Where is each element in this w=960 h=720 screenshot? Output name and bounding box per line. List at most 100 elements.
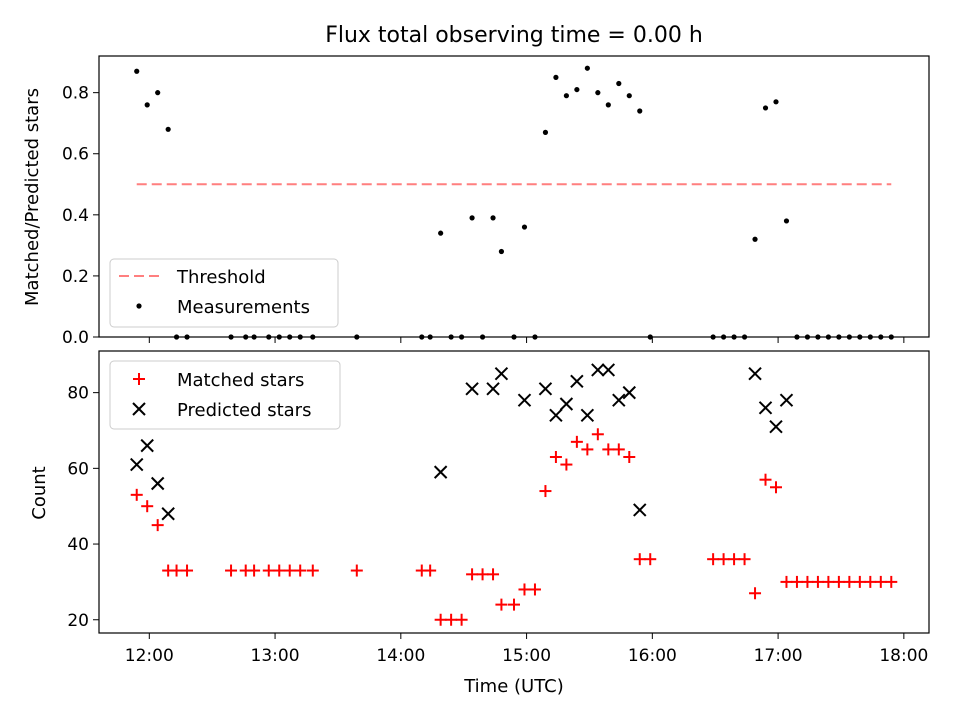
bottom-y-tick-label: 60 <box>67 459 89 479</box>
predicted-stars-point <box>633 503 647 517</box>
matched-stars-point <box>874 575 887 588</box>
bottom-legend: Matched stars Predicted stars <box>109 360 341 430</box>
matched-stars-point <box>130 488 143 501</box>
matched-stars-point <box>822 575 835 588</box>
matched-stars-point <box>151 519 164 532</box>
matched-stars-point <box>434 613 447 626</box>
matched-stars-point <box>248 564 261 577</box>
measurement-point <box>752 236 758 242</box>
legend-measurements-swatch <box>136 303 142 309</box>
measurement-point <box>595 90 601 96</box>
matched-stars-point <box>717 553 730 566</box>
matched-stars-point <box>749 587 762 600</box>
matched-stars-point <box>853 575 866 588</box>
matched-stars-point <box>273 564 286 577</box>
matched-stars-point <box>294 564 307 577</box>
matched-stars-point <box>790 575 803 588</box>
matched-stars-point <box>518 583 531 596</box>
count-panel: Count Time (UTC) 20 40 60 80 12:00 13:00 14:00… <box>29 350 930 697</box>
x-tick-label: 12:00 <box>125 646 174 666</box>
matched-stars-point <box>728 553 741 566</box>
top-axis-ticks: 0.0 0.2 0.4 0.6 0.8 <box>62 84 905 348</box>
predicted-stars-point <box>161 507 175 521</box>
legend-matched-label: Matched stars <box>177 370 304 391</box>
matched-stars-point <box>560 458 573 471</box>
predicted-stars-point <box>758 401 773 415</box>
matched-stars-point <box>495 598 508 611</box>
predicted-stars-point <box>130 457 144 472</box>
predicted-stars-point <box>549 408 563 423</box>
x-tick-label: 17:00 <box>754 646 803 666</box>
x-tick-label: 15:00 <box>502 646 551 666</box>
matched-stars-point <box>759 473 772 486</box>
measurement-point <box>584 65 590 71</box>
matched-stars-point <box>508 598 520 611</box>
matched-stars-point <box>707 553 720 566</box>
measurement-point <box>134 68 140 74</box>
matched-stars-point <box>612 443 625 456</box>
measurement-point <box>469 215 475 221</box>
matched-stars-point <box>633 553 646 566</box>
top-legend-box <box>109 258 339 328</box>
top-y-axis-label: Matched/Predicted stars <box>22 88 43 306</box>
matched-stars-point <box>350 564 363 577</box>
matched-stars-point <box>225 564 238 577</box>
matched-stars-point <box>306 564 319 577</box>
matched-stars-point <box>811 575 824 588</box>
bottom-axes-frame <box>98 350 930 634</box>
matched-stars-point <box>644 553 657 566</box>
predicted-stars-point <box>601 363 616 377</box>
top-axes-frame <box>98 55 930 338</box>
legend-threshold-label: Threshold <box>176 267 266 288</box>
legend-predicted-swatch <box>132 402 146 416</box>
measurement-point <box>165 126 171 132</box>
predicted-stars-point <box>769 419 783 434</box>
matched-stars-point <box>476 568 489 581</box>
measurement-point <box>783 218 790 224</box>
predicted-stars-point <box>140 438 154 453</box>
matched-stars-point <box>864 575 877 588</box>
top-y-tick-label: 0.0 <box>62 328 89 348</box>
predicted-stars-point <box>486 382 500 396</box>
top-y-tick-label: 0.2 <box>62 267 89 287</box>
measurement-point <box>574 86 580 93</box>
measurement-point <box>490 215 496 221</box>
matched-stars-point <box>424 564 437 577</box>
measurement-point <box>521 224 528 230</box>
bottom-legend-box <box>109 360 341 430</box>
matched-stars-point <box>801 575 814 588</box>
measurement-point <box>773 99 779 105</box>
measurement-point <box>553 74 559 80</box>
legend-predicted-label: Predicted stars <box>177 400 311 421</box>
matched-stars-point <box>181 564 194 577</box>
bottom-y-axis-label: Count <box>29 466 50 519</box>
measurement-point <box>155 90 161 96</box>
matched-stars-point <box>885 575 898 588</box>
bottom-y-tick-label: 20 <box>67 611 89 631</box>
matched-stars-point <box>283 564 296 577</box>
predicted-stars-point <box>465 382 479 396</box>
matched-stars-point <box>262 564 275 577</box>
measurement-point <box>605 102 611 108</box>
bottom-y-tick-label: 80 <box>67 384 89 404</box>
predicted-stars-point <box>494 367 509 381</box>
matched-stars-point <box>832 575 845 588</box>
ratio-panel: Flux total observing time = 0.00 h Match… <box>22 23 930 348</box>
matched-stars-point <box>487 568 500 581</box>
measurement-point <box>563 93 569 99</box>
matched-stars-point <box>570 435 583 448</box>
top-y-tick-label: 0.8 <box>62 84 89 104</box>
predicted-stars-point <box>538 382 553 396</box>
x-tick-label: 13:00 <box>251 646 300 666</box>
matched-stars-point <box>170 564 183 577</box>
predicted-stars-point <box>622 385 636 400</box>
x-tick-label: 16:00 <box>628 646 677 666</box>
matched-stars-point <box>539 485 552 498</box>
matched-stars-point <box>528 583 541 596</box>
predicted-stars-point <box>580 408 595 423</box>
predicted-stars-point <box>559 397 574 411</box>
top-y-tick-label: 0.6 <box>62 145 89 165</box>
legend-measurements-label: Measurements <box>177 297 310 318</box>
bottom-y-tick-label: 40 <box>67 535 89 555</box>
